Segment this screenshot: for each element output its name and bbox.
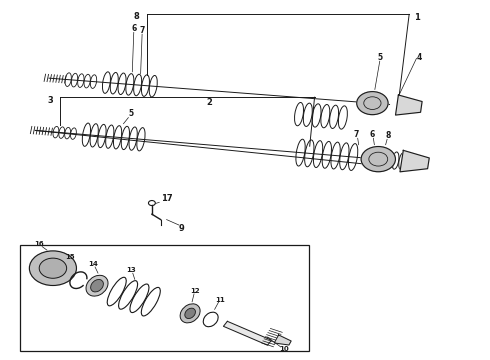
Text: 1: 1 [414, 13, 419, 22]
Circle shape [357, 91, 388, 114]
Ellipse shape [180, 304, 200, 323]
Polygon shape [400, 150, 429, 172]
Circle shape [39, 258, 67, 278]
Circle shape [29, 251, 76, 285]
Text: 16: 16 [34, 241, 44, 247]
Text: 10: 10 [279, 346, 289, 352]
Text: 3: 3 [47, 95, 53, 104]
Bar [20, 245, 309, 351]
Ellipse shape [91, 279, 103, 292]
Polygon shape [274, 335, 291, 345]
Text: 14: 14 [88, 261, 98, 267]
Text: 12: 12 [190, 288, 200, 294]
Text: 13: 13 [126, 267, 136, 273]
Text: 5: 5 [377, 53, 382, 62]
Circle shape [361, 147, 395, 172]
Ellipse shape [86, 275, 108, 296]
Text: 7: 7 [354, 130, 359, 139]
Text: 15: 15 [65, 254, 74, 260]
Ellipse shape [185, 308, 196, 319]
Text: 11: 11 [216, 297, 225, 303]
Text: 9: 9 [178, 224, 184, 233]
Text: 6: 6 [131, 24, 136, 33]
Text: 5: 5 [128, 109, 133, 118]
Polygon shape [395, 95, 422, 115]
Text: 7: 7 [140, 26, 145, 35]
Polygon shape [223, 321, 271, 345]
Text: 4: 4 [416, 53, 421, 62]
Text: 8: 8 [386, 131, 391, 140]
Text: 17: 17 [161, 194, 172, 203]
Text: 2: 2 [206, 98, 212, 107]
Text: 6: 6 [370, 130, 375, 139]
Text: 8: 8 [133, 12, 139, 21]
